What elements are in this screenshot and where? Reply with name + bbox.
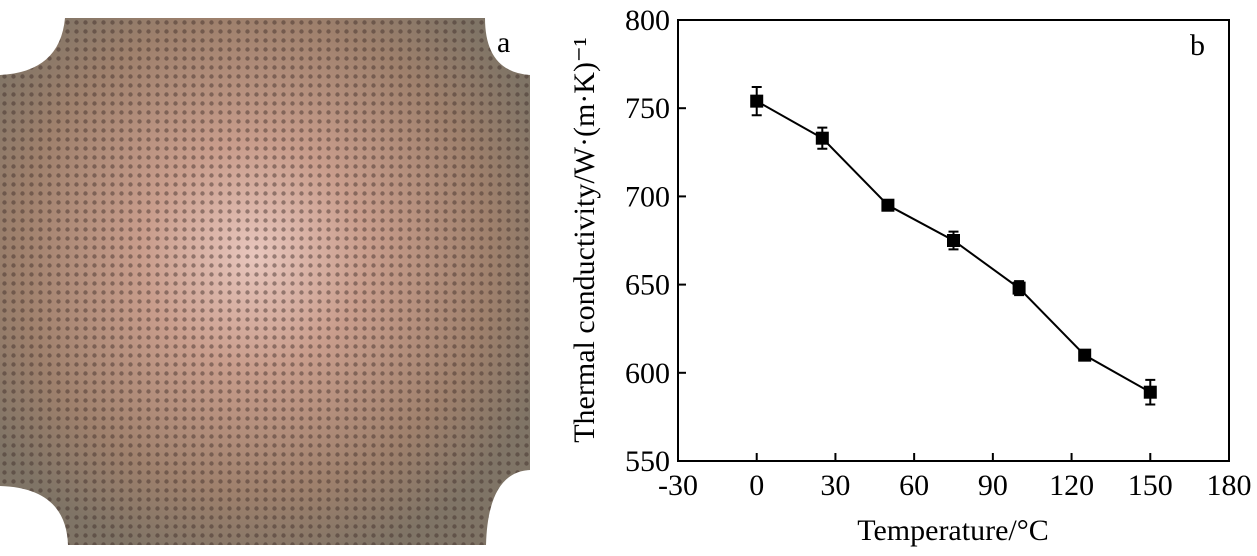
plot-frame xyxy=(677,19,1230,462)
chart: b Temperature/°C Thermal conductivity/W·… xyxy=(568,4,1252,547)
data-point xyxy=(750,94,764,108)
y-tick-label: 700 xyxy=(625,180,670,213)
x-tick-label: -30 xyxy=(658,469,698,502)
data-point xyxy=(1012,281,1026,295)
y-axis-label: Thermal conductivity/W·(m·K)⁻¹ xyxy=(568,37,601,443)
panel-label: a xyxy=(497,26,510,59)
x-tick-label: 0 xyxy=(749,469,764,502)
data-point xyxy=(947,234,960,247)
x-axis-label: Temperature/°C xyxy=(857,514,1048,547)
x-tick-label: 150 xyxy=(1128,469,1173,502)
y-tick-label: 550 xyxy=(625,445,670,478)
photo: a xyxy=(0,18,530,545)
x-tick-label: 30 xyxy=(820,469,850,502)
panel-label: b xyxy=(1190,29,1205,62)
x-tick-label: 180 xyxy=(1207,469,1252,502)
x-tick-label: 120 xyxy=(1049,469,1094,502)
data-point xyxy=(881,198,895,212)
y-tick-label: 650 xyxy=(625,269,670,302)
data-point xyxy=(1078,348,1092,362)
y-tick-label: 750 xyxy=(625,92,670,125)
y-tick-label: 600 xyxy=(625,357,670,390)
y-tick-label: 800 xyxy=(625,4,670,37)
data-point xyxy=(815,131,829,145)
data-point xyxy=(1143,385,1157,399)
x-tick-label: 90 xyxy=(978,469,1008,502)
x-tick-label: 60 xyxy=(899,469,929,502)
